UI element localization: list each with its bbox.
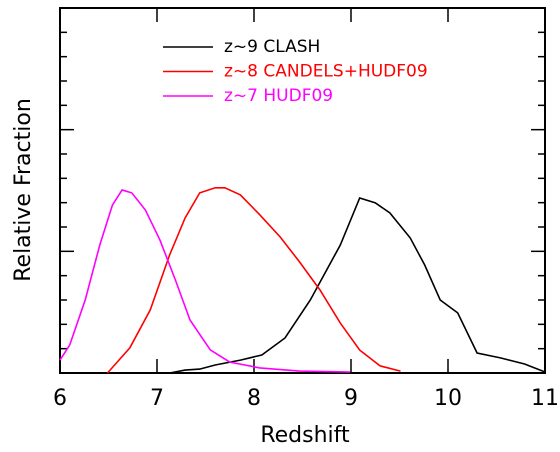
x-tick-label: 11 xyxy=(531,386,559,411)
plot-frame xyxy=(59,7,546,374)
x-tick-label: 9 xyxy=(344,386,358,411)
x-tick-label: 8 xyxy=(247,386,261,411)
y-axis-label: Relative Fraction xyxy=(11,98,36,282)
x-axis-label: Redshift xyxy=(260,423,350,448)
series-line xyxy=(106,187,401,374)
x-tick-label: 6 xyxy=(53,386,67,411)
series-line xyxy=(169,197,546,374)
x-tick-label: 7 xyxy=(150,386,164,411)
legend-label: z~7 HUDF09 xyxy=(224,86,333,106)
x-tick-label: 10 xyxy=(434,386,462,411)
series-line xyxy=(59,189,351,373)
legend-label: z~8 CANDELS+HUDF09 xyxy=(224,62,428,82)
legend-label: z~9 CLASH xyxy=(224,37,320,57)
